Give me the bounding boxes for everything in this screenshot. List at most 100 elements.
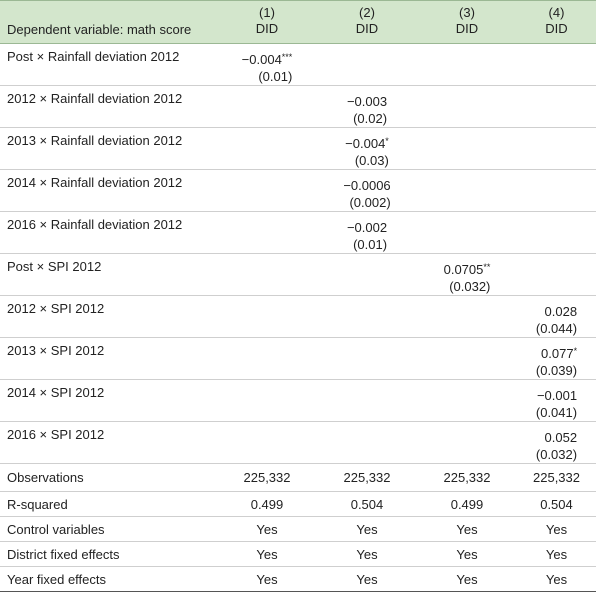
coefficient-line: −0.002​: [347, 217, 387, 236]
coefficient-row: 2013 × SPI 2012 0.077* (0.039): [0, 338, 596, 380]
row-label: 2012 × Rainfall deviation 2012: [7, 91, 183, 106]
significance-stars: **: [483, 262, 491, 272]
column-number: (3): [459, 5, 475, 20]
statistic-value: Yes: [456, 546, 478, 562]
coefficient-cell: [517, 254, 596, 296]
header-cell: (4) DID: [517, 1, 596, 44]
coefficient-line: −0.004***: [242, 49, 293, 68]
coefficient-cell: [217, 170, 317, 212]
statistic-value: 0.504: [540, 496, 573, 512]
coefficient-cell: [417, 422, 517, 464]
row-label: 2012 × SPI 2012: [7, 301, 105, 316]
coefficient-row: Post × SPI 2012 0.0705** (0.032): [0, 254, 596, 296]
coefficient-line: 0.077*: [536, 343, 577, 362]
coefficient-cell: [217, 254, 317, 296]
statistic-value: Yes: [456, 571, 478, 587]
coefficient-cell: −0.001​(0.041): [517, 380, 596, 422]
coefficient-row: 2012 × Rainfall deviation 2012 −0.003​(0.…: [0, 86, 596, 128]
coefficient-cell: [417, 128, 517, 170]
row-label: R-squared: [7, 496, 68, 512]
row-label: Post × Rainfall deviation 2012: [7, 49, 180, 64]
coefficient-cell: [217, 86, 317, 128]
coefficient-row: 2016 × SPI 2012 0.052​(0.032): [0, 422, 596, 464]
coefficient-cell: 0.052​(0.032): [517, 422, 596, 464]
statistic-value: Yes: [256, 571, 278, 587]
standard-error: (0.01): [353, 237, 388, 252]
coefficient-row: 2014 × SPI 2012 −0.001​(0.041): [0, 380, 596, 422]
coefficient-line: −0.004*: [345, 133, 389, 152]
standard-error: (0.03): [354, 153, 389, 168]
coefficient-row: 2013 × Rainfall deviation 2012 −0.004* (0.…: [0, 128, 596, 170]
statistic-value: Yes: [256, 546, 278, 562]
coefficient-row: Post × Rainfall deviation 2012 −0.004***(…: [0, 44, 596, 86]
coefficient-cell: [417, 44, 517, 86]
row-label: 2016 × Rainfall deviation 2012: [7, 217, 183, 232]
coefficient-cell: [417, 380, 517, 422]
row-label: 2013 × SPI 2012: [7, 343, 105, 358]
coefficient: 0.077: [541, 346, 574, 361]
coefficient-cell: [317, 338, 417, 380]
coefficient: −0.0006: [343, 178, 391, 193]
coefficient-row: 2016 × Rainfall deviation 2012 −0.002​(0.…: [0, 212, 596, 254]
column-model: DID: [255, 21, 279, 36]
significance-stars: *: [385, 136, 389, 146]
coefficient-cell: [317, 254, 417, 296]
standard-error: (0.01): [258, 69, 293, 84]
row-label: 2014 × SPI 2012: [7, 385, 105, 400]
coefficient-cell: −0.004*** (0.01): [217, 44, 317, 86]
row-label: Post × SPI 2012: [7, 259, 102, 274]
row-label: Control variables: [7, 521, 105, 537]
header-block: (4) DID: [545, 5, 567, 37]
coefficient: 0.028: [544, 304, 578, 319]
coefficient-line: 0.0705**: [444, 259, 491, 278]
coefficient-block: −0.003​(0.02): [347, 91, 387, 127]
coefficient-line: −0.003​: [347, 91, 387, 110]
coefficient-cell: [317, 422, 417, 464]
coefficient-cell: [517, 212, 596, 254]
row-label: 2013 × Rainfall deviation 2012: [7, 133, 183, 148]
header-cell: (3) DID: [417, 1, 517, 44]
coefficient-block: −0.002​(0.01): [347, 217, 387, 253]
coefficient-block: −0.0006​(0.002): [343, 175, 390, 211]
column-model: DID: [545, 21, 568, 36]
coefficient-row: 2014 × Rainfall deviation 2012 −0.0006​(0…: [0, 170, 596, 212]
header-row: Dependent variable: math score (1) DID (2) D…: [0, 0, 596, 44]
coefficient-block: 0.028​(0.044): [536, 301, 577, 337]
statistic-value: 0.499: [450, 496, 484, 512]
header-block: (2) DID: [356, 5, 378, 37]
statistic-value: 0.499: [250, 496, 284, 512]
coefficient-cell: [417, 212, 517, 254]
coefficient-cell: [217, 128, 317, 170]
row-label: District fixed effects: [7, 546, 120, 562]
coefficient-cell: [417, 170, 517, 212]
coefficient-block: −0.004*** (0.01): [242, 49, 293, 85]
statistic-value: Yes: [356, 571, 378, 587]
statistic-row: R-squared 0.499 0.504 0.499 0.504: [0, 492, 596, 517]
statistic-row: Control variables Yes Yes Yes Yes: [0, 517, 596, 542]
coefficient-cell: [517, 128, 596, 170]
coefficient-cell: [517, 86, 596, 128]
coefficient-cell: 0.077* (0.039): [517, 338, 596, 380]
coefficient-cell: [417, 338, 517, 380]
standard-error: (0.002): [349, 195, 391, 210]
coefficient-cell: [317, 296, 417, 338]
statistic-value: Yes: [545, 546, 568, 562]
coefficient: −0.002: [346, 220, 388, 235]
statistic-value: 225,332: [443, 470, 491, 485]
significance-stars: *: [573, 346, 578, 356]
statistic-value: 225,332: [533, 470, 580, 485]
coefficient: −0.004: [241, 52, 282, 67]
statistic-value: 225,332: [343, 470, 391, 485]
coefficient: 0.0705: [443, 262, 484, 277]
coefficient-cell: [517, 44, 596, 86]
coefficient-cell: [217, 296, 317, 338]
coefficient-line: −0.001​: [536, 385, 577, 404]
coefficient: 0.052: [544, 430, 578, 445]
statistic-value: 225,332: [243, 470, 291, 485]
coefficient-cell: −0.0006​(0.002): [317, 170, 417, 212]
coefficient: −0.003: [346, 94, 388, 109]
row-label: Year fixed effects: [7, 571, 107, 587]
coefficient-cell: [517, 170, 596, 212]
